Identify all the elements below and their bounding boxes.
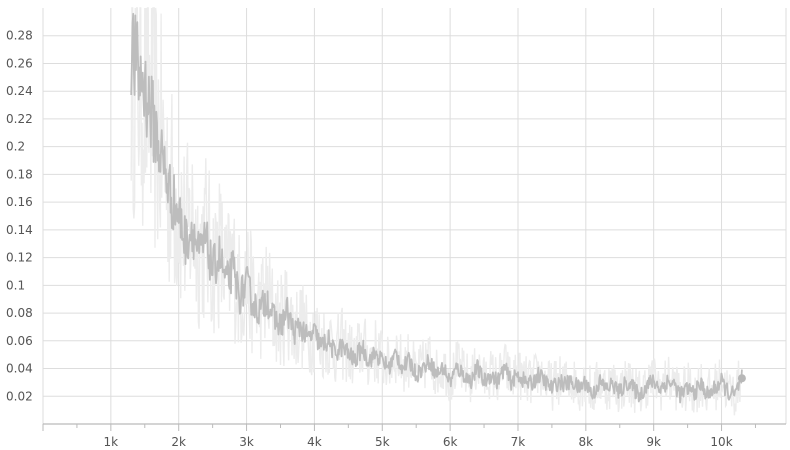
- y-tick-label: 0.04: [6, 362, 33, 376]
- y-tick-label: 0.28: [6, 29, 33, 43]
- x-tick-label: 5k: [375, 435, 390, 449]
- raw-series: [130, 7, 743, 416]
- y-tick-label: 0.26: [6, 56, 33, 70]
- y-tick-label: 0.06: [6, 334, 33, 348]
- x-tick-label: 3k: [239, 435, 254, 449]
- x-tick-label: 2k: [171, 435, 186, 449]
- y-tick-label: 0.02: [6, 389, 33, 403]
- y-tick-label: 0.08: [6, 306, 33, 320]
- y-tick-label: 0.16: [6, 195, 33, 209]
- x-tick-label: 4k: [307, 435, 322, 449]
- y-tick-label: 0.24: [6, 84, 33, 98]
- last-value-marker[interactable]: [737, 374, 746, 383]
- x-axis: [42, 423, 786, 431]
- raw-series-line: [130, 7, 743, 416]
- smoothed-series-line: [130, 12, 743, 404]
- y-tick-label: 0.14: [6, 223, 33, 237]
- x-axis-tick-labels: 1k 2k 3k 4k 5k 6k 7k 8k 9k 10k: [104, 435, 733, 449]
- y-tick-label: 0.18: [6, 167, 33, 181]
- last-value-marker-group: [737, 374, 746, 383]
- x-tick-label: 8k: [579, 435, 594, 449]
- x-tick-label: 7k: [511, 435, 526, 449]
- x-tick-label: 10k: [710, 435, 732, 449]
- x-tick-label: 6k: [443, 435, 458, 449]
- smoothed-series: [130, 12, 743, 404]
- y-tick-label: 0.22: [6, 112, 33, 126]
- y-tick-label: 0.12: [6, 251, 33, 265]
- x-tick-label: 9k: [646, 435, 661, 449]
- y-tick-label: 0.2: [6, 140, 25, 154]
- y-axis-tick-labels: 0.02 0.04 0.06 0.08 0.1 0.12 0.14 0.16 0.18 0.2 0.…: [6, 29, 33, 404]
- y-tick-label: 0.1: [6, 278, 25, 292]
- x-tick-label: 1k: [104, 435, 119, 449]
